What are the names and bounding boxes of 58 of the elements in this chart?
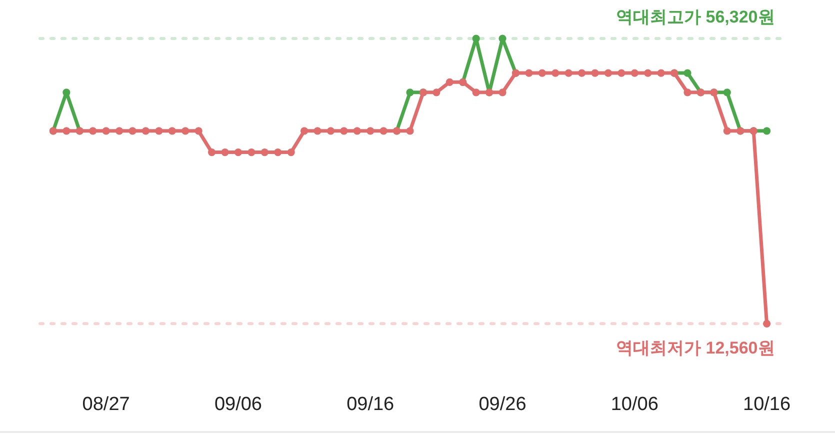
x-tick-label: 09/26	[478, 394, 526, 415]
point	[723, 127, 731, 135]
point	[564, 69, 572, 77]
x-tick-label: 10/06	[610, 394, 658, 415]
point	[128, 127, 136, 135]
point	[723, 88, 731, 96]
x-tick-label: 09/06	[214, 394, 262, 415]
point	[300, 127, 308, 135]
point	[406, 88, 414, 96]
point	[142, 127, 150, 135]
point	[274, 148, 282, 156]
point	[446, 78, 454, 86]
point	[406, 127, 414, 135]
point	[248, 148, 256, 156]
point	[538, 69, 546, 77]
point	[221, 148, 229, 156]
point	[326, 127, 335, 135]
point	[366, 127, 374, 135]
point	[182, 127, 190, 135]
point	[498, 34, 506, 42]
point	[314, 127, 322, 135]
point	[155, 127, 163, 135]
point	[115, 127, 124, 135]
point	[208, 148, 216, 156]
point	[353, 127, 361, 135]
point	[168, 127, 176, 135]
point	[340, 127, 348, 135]
point	[234, 148, 242, 156]
point	[762, 127, 771, 135]
point	[578, 69, 586, 77]
point	[432, 88, 440, 96]
point	[762, 320, 771, 328]
point	[591, 69, 599, 77]
ref-line-label: 역대최고가 56,320원	[616, 8, 775, 27]
point	[604, 69, 612, 77]
point	[684, 69, 692, 77]
point	[62, 88, 70, 96]
point	[260, 148, 268, 156]
point	[89, 127, 97, 135]
point	[644, 69, 652, 77]
point	[552, 69, 560, 77]
point	[618, 69, 626, 77]
point	[472, 88, 480, 96]
point	[287, 148, 295, 156]
x-tick-label: 08/27	[82, 394, 130, 415]
point	[498, 88, 506, 96]
point	[62, 127, 70, 135]
point	[380, 127, 388, 135]
point	[102, 127, 110, 135]
point	[657, 69, 665, 77]
point	[630, 69, 638, 77]
point	[472, 34, 480, 42]
x-tick-label: 10/16	[743, 394, 791, 415]
point	[684, 88, 692, 96]
point	[525, 69, 533, 77]
x-tick-label: 09/16	[346, 394, 394, 415]
point	[194, 127, 202, 135]
ref-line-label: 역대최저가 12,560원	[616, 338, 775, 358]
